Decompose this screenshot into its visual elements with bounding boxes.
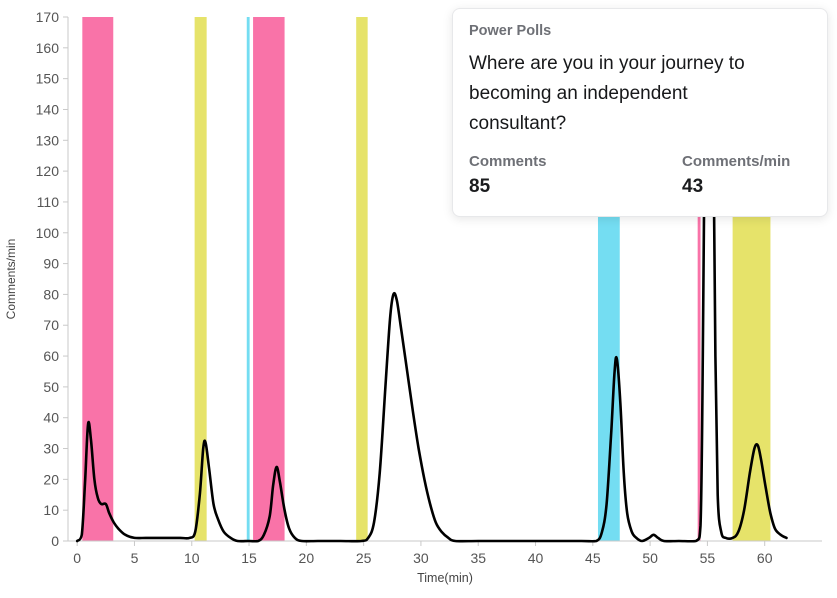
y-tick-label: 150 [36, 71, 60, 87]
y-tick-label: 70 [43, 317, 59, 333]
y-tick-label: 140 [36, 101, 60, 117]
highlight-band-pink-3[interactable] [697, 17, 701, 541]
comments-stat-label: Comments [469, 153, 547, 171]
power-polls-tooltip: Power Polls Where are you in your journe… [452, 8, 828, 218]
x-tick-label: 60 [757, 550, 773, 566]
y-tick-label: 160 [36, 40, 60, 56]
y-tick-label: 20 [43, 471, 59, 487]
highlight-band-cyan-1[interactable] [246, 17, 250, 541]
x-tick-label: 5 [131, 550, 139, 566]
y-tick-label: 0 [51, 533, 59, 549]
y-tick-label: 80 [43, 286, 59, 302]
x-tick-label: 35 [470, 550, 486, 566]
comments-per-min-stat-value: 43 [682, 176, 704, 198]
y-tick-label: 110 [37, 194, 60, 210]
y-tick-label: 120 [36, 163, 60, 179]
y-axis-title: Comments/min [4, 239, 18, 320]
comments-per-min-stat: Comments/min 43 [682, 153, 790, 198]
y-tick-label: 40 [43, 410, 59, 426]
tooltip-stats: Comments 85 Comments/min 43 [469, 153, 811, 198]
x-tick-label: 20 [299, 550, 315, 566]
y-tick-label: 50 [43, 379, 59, 395]
y-tick-label: 130 [36, 132, 60, 148]
x-tick-label: 55 [700, 550, 716, 566]
x-tick-label: 25 [356, 550, 372, 566]
tooltip-title: Power Polls [469, 23, 552, 39]
x-axis-title: Time(min) [417, 571, 473, 585]
highlight-band-pink-2[interactable] [253, 17, 285, 541]
x-tick-label: 10 [184, 550, 200, 566]
x-tick-label: 30 [413, 550, 429, 566]
y-tick-label: 60 [43, 348, 59, 364]
x-tick-label: 15 [241, 550, 257, 566]
x-tick-label: 40 [528, 550, 544, 566]
x-tick-label: 0 [73, 550, 81, 566]
y-tick-label: 10 [43, 502, 59, 518]
comments-per-min-stat-label: Comments/min [682, 153, 791, 171]
y-tick-label: 90 [43, 256, 59, 272]
comments-stat-value: 85 [469, 176, 491, 198]
poll-question-text: Where are you in your journey to becomin… [469, 53, 745, 135]
x-tick-label: 45 [585, 550, 601, 566]
y-tick-label: 30 [43, 441, 59, 457]
x-tick-label: 50 [642, 550, 658, 566]
highlight-band-yellow-1[interactable] [194, 17, 207, 541]
highlight-band-yellow-2[interactable] [356, 17, 368, 541]
comments-stat: Comments 85 [469, 153, 682, 198]
y-tick-label: 100 [36, 225, 60, 241]
y-tick-label: 170 [36, 9, 60, 25]
